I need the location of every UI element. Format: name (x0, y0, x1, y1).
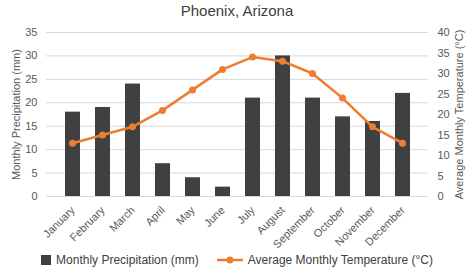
html-text:Monthly Precipitation (mm): Monthly Precipitation (mm) (56, 253, 199, 267)
svg-text:September: September (270, 204, 317, 248)
html-text:Phoenix, Arizona: Phoenix, Arizona (180, 2, 294, 19)
svg-text:April: April (143, 204, 167, 228)
svg-text:25: 25 (438, 88, 450, 100)
svg-text:15: 15 (25, 120, 37, 132)
svg-text:20: 20 (25, 96, 37, 108)
svg-text:25: 25 (25, 73, 37, 85)
svg-text:Average Monthly Temperature (°: Average Monthly Temperature (°C) (453, 30, 465, 200)
svg-text:December: December (363, 204, 408, 248)
svg-text:October: October (310, 203, 347, 240)
svg-text:30: 30 (438, 67, 450, 79)
svg-text:Monthly Precipitation (mm): Monthly Precipitation (mm) (10, 49, 22, 180)
svg-text:July: July (235, 203, 258, 226)
svg-text:5: 5 (31, 167, 37, 179)
svg-text:10: 10 (25, 143, 37, 155)
svg-text:15: 15 (438, 129, 450, 141)
svg-text:February: February (67, 203, 107, 243)
svg-text:May: May (174, 203, 198, 227)
svg-text:5: 5 (438, 170, 444, 182)
svg-text:0: 0 (438, 190, 444, 202)
svg-text:40: 40 (438, 26, 450, 38)
svg-text:June: June (202, 204, 227, 229)
svg-text:March: March (107, 204, 137, 234)
html-text:Average Monthly Temperature (°: Average Monthly Temperature (°C) (247, 253, 433, 267)
svg-text:30: 30 (25, 49, 37, 61)
svg-text:35: 35 (438, 47, 450, 59)
svg-text:35: 35 (25, 26, 37, 38)
svg-text:10: 10 (438, 149, 450, 161)
svg-text:January: January (40, 203, 77, 240)
svg-text:August: August (254, 203, 287, 237)
svg-text:0: 0 (31, 190, 37, 202)
svg-text:20: 20 (438, 108, 450, 120)
